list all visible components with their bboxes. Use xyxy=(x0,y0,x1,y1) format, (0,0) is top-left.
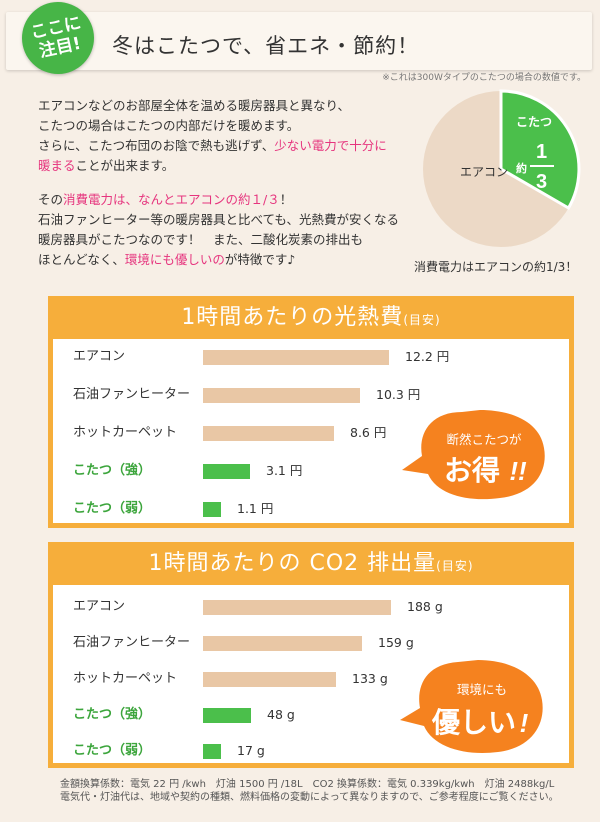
header-bar xyxy=(6,12,592,70)
pie-caption: 消費電力はエアコンの約1/3！ xyxy=(414,260,578,274)
deal-speech-bubble: 断然こたつが お得 !! xyxy=(402,410,545,500)
bar-value-label: 3.1 円 xyxy=(266,463,303,478)
bar-value-label: 12.2 円 xyxy=(405,349,450,364)
pie-kotatsu-label: こたつ xyxy=(516,115,552,129)
intro-text: が特徴です♪ xyxy=(224,252,296,267)
cost-title-note: (目安) xyxy=(403,313,441,327)
bar xyxy=(203,388,360,403)
intro-line: ほとんどなく、環境にも優しいのが特徴です♪ xyxy=(38,250,418,270)
pie-approx: 約 xyxy=(516,161,527,175)
intro-highlight: 環境にも優しいの xyxy=(124,252,225,267)
pie-kotatsu-slice xyxy=(499,89,581,211)
bar-value-label: 17 g xyxy=(237,743,265,758)
intro-text: さらに、こたつ布団のお陰で熱も逃げず、 xyxy=(38,138,275,153)
bar-category-label: 石油ファンヒーター xyxy=(73,387,191,402)
bar-value-label: 8.6 円 xyxy=(350,425,387,440)
bar-category-label: エアコン xyxy=(73,599,126,614)
intro-text: その xyxy=(38,192,64,207)
chart-row: 石油ファンヒーター 10.3 円 xyxy=(53,385,569,405)
intro-text: ほとんどなく、 xyxy=(38,252,125,267)
page-title: 冬はこたつで、省エネ・節約！ xyxy=(112,34,420,58)
intro-line: その消費電力は、なんとエアコンの約１/３！ xyxy=(38,190,418,210)
footer-line2: 電気代・灯油代は、地域や契約の種類、燃料価格の変動によって異なりますので、ご参考… xyxy=(60,792,559,803)
bubble1-line2: お得 xyxy=(444,455,500,486)
pie-fraction-den: 3 xyxy=(536,171,547,193)
bar xyxy=(203,708,251,723)
bar xyxy=(203,464,250,479)
bar-category-label: ホットカーペット xyxy=(73,671,178,686)
chart-row: ホットカーペット 133 g xyxy=(53,669,569,689)
footer-notes: 金額換算係数：電気 22 円 /kwh 灯油 1500 円 /18L CO2 換… xyxy=(60,778,559,804)
cost-title-text: 1時間あたりの光熱費 xyxy=(181,305,404,330)
intro-line: 暖房器具がこたつなのです！ また、二酸化炭素の排出も xyxy=(38,232,364,247)
bar-category-label: こたつ（強） xyxy=(73,463,152,478)
bar xyxy=(203,672,336,687)
chart-row: エアコン 188 g xyxy=(53,597,569,617)
bar-value-label: 133 g xyxy=(352,671,388,686)
intro-paragraph-2: その消費電力は、なんとエアコンの約１/３！ 石油ファンヒーター等の暖房器具と比べ… xyxy=(38,190,418,270)
bar-value-label: 1.1 円 xyxy=(237,501,274,516)
bar-category-label: こたつ（弱） xyxy=(73,501,152,516)
co2-title-text: 1時間あたりの CO2 排出量 xyxy=(148,551,437,576)
bubble-shape xyxy=(400,660,543,753)
bubble2-line1: 環境にも xyxy=(457,682,507,697)
intro-line: さらに、こたつ布団のお陰で熱も逃げず、少ない電力で十分に xyxy=(38,136,418,156)
chart-row: ホットカーペット 8.6 円 xyxy=(53,423,569,443)
intro-paragraph-1: エアコンなどのお部屋全体を温める暖房器具と異なり、 こたつの場合はこたつの内部だ… xyxy=(38,96,418,176)
intro-line: 石油ファンヒーター等の暖房器具と比べても、光熱費が安くなる xyxy=(38,212,400,227)
bar-category-label: こたつ（弱） xyxy=(73,743,152,758)
intro-highlight: 消費電力は、なんとエアコンの約１/３ xyxy=(63,192,280,207)
bar xyxy=(203,502,221,517)
bar-category-label: こたつ（強） xyxy=(73,707,152,722)
chart-row: こたつ（弱） 17 g xyxy=(53,741,569,761)
intro-text: ことが出来ます。 xyxy=(75,158,175,173)
chart-row: こたつ（強） 48 g xyxy=(53,705,569,725)
co2-panel-title: 1時間あたりの CO2 排出量(目安) xyxy=(53,547,569,585)
bubble2-line2: 優しい xyxy=(431,707,516,738)
bar-value-label: 188 g xyxy=(407,599,443,614)
chart-row: エアコン 12.2 円 xyxy=(53,347,569,367)
intro-highlight: 暖まる xyxy=(38,158,76,173)
wattage-note: ※これは300Wタイプのこたつの場合の数値です。 xyxy=(382,73,586,83)
bar xyxy=(203,744,221,759)
intro-line: エアコンなどのお部屋全体を温める暖房器具と異なり、 xyxy=(38,98,351,113)
bar-value-label: 159 g xyxy=(378,635,414,650)
footer-line1: 金額換算係数：電気 22 円 /kwh 灯油 1500 円 /18L CO2 換… xyxy=(60,779,555,790)
bubble-shape xyxy=(402,410,545,500)
bar-category-label: 石油ファンヒーター xyxy=(73,635,191,650)
cost-panel-title: 1時間あたりの光熱費(目安) xyxy=(53,301,569,339)
chart-row: 石油ファンヒーター 159 g xyxy=(53,633,569,653)
eco-speech-bubble: 環境にも 優しい ! xyxy=(400,660,543,753)
bubble1-exclaim: !! xyxy=(509,456,527,486)
bar-value-label: 10.3 円 xyxy=(376,387,421,402)
intro-line: 暖まることが出来ます。 xyxy=(38,156,418,176)
bar-value-label: 48 g xyxy=(267,707,295,722)
pie-aircon-label: エアコン xyxy=(460,165,508,179)
power-pie-chart: エアコン こたつ 約 1 3 xyxy=(423,89,581,247)
co2-title-note: (目安) xyxy=(436,559,474,573)
bubble1-line1: 断然こたつが xyxy=(446,432,522,447)
bar xyxy=(203,350,389,365)
bubble2-exclaim: ! xyxy=(520,708,529,738)
intro-text: ！ xyxy=(279,192,293,207)
bar-category-label: ホットカーペット xyxy=(73,425,178,440)
chart-row: こたつ（弱） 1.1 円 xyxy=(53,499,569,519)
bar-category-label: エアコン xyxy=(73,349,126,364)
intro-highlight: 少ない電力で十分に xyxy=(274,138,387,153)
bar xyxy=(203,426,334,441)
intro-line: こたつの場合はこたつの内部だけを暖めます。 xyxy=(38,118,300,133)
bar xyxy=(203,636,362,651)
chart-row: こたつ（強） 3.1 円 xyxy=(53,461,569,481)
pie-fraction-num: 1 xyxy=(536,141,547,163)
bar xyxy=(203,600,391,615)
